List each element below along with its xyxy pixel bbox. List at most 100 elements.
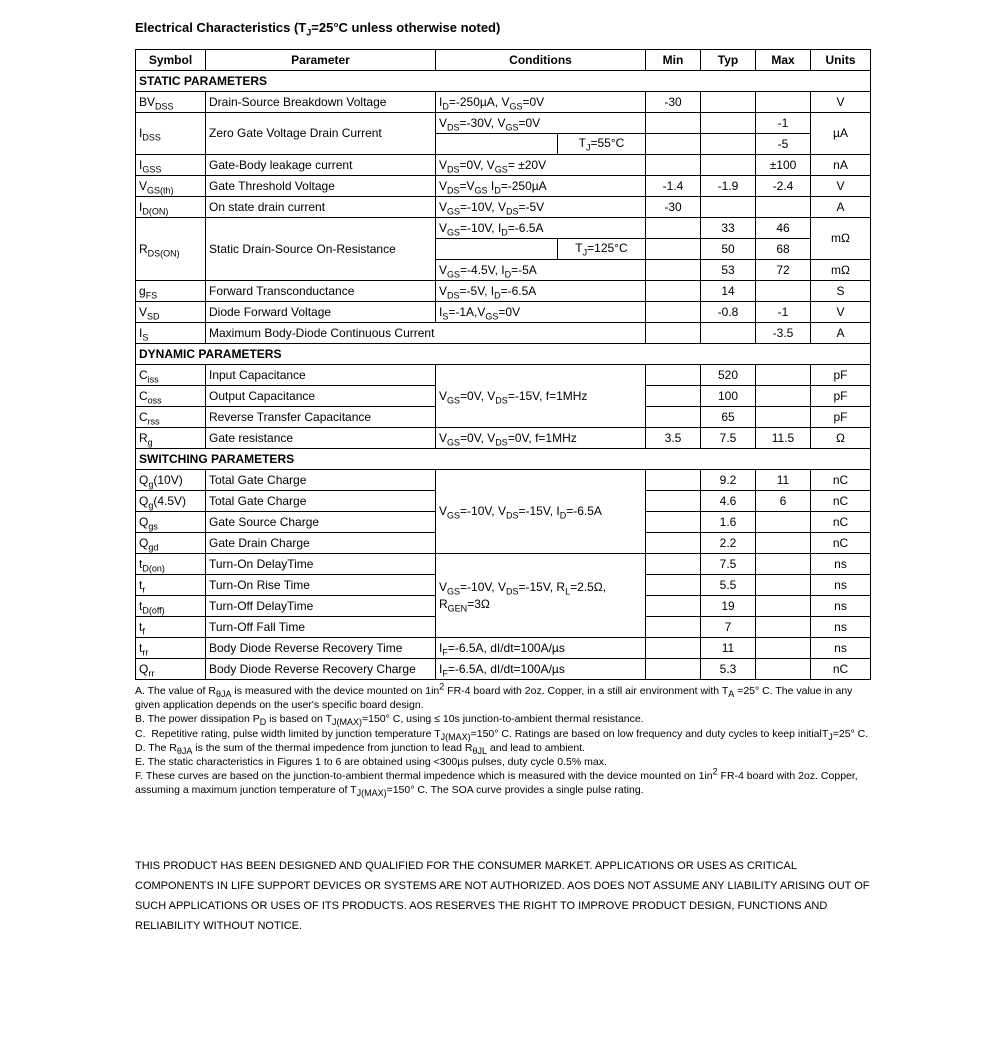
- col-symbol: Symbol: [136, 50, 206, 71]
- cell-symbol: Qgd: [136, 533, 206, 554]
- cell-conditions: IS=-1A,VGS=0V: [436, 302, 646, 323]
- table-row: VGS(th)Gate Threshold VoltageVDS=VGS ID=…: [136, 176, 871, 197]
- cell-min: [646, 302, 701, 323]
- cell-typ: -0.8: [701, 302, 756, 323]
- cell-max: [756, 197, 811, 218]
- cell-min: [646, 218, 701, 239]
- cell-parameter: Input Capacitance: [206, 365, 436, 386]
- cell-symbol: gFS: [136, 281, 206, 302]
- cell-max: [756, 638, 811, 659]
- cell-typ: [701, 197, 756, 218]
- cell-units: S: [811, 281, 871, 302]
- cell-parameter: Total Gate Charge: [206, 491, 436, 512]
- cell-max: [756, 365, 811, 386]
- cell-symbol: Qrr: [136, 659, 206, 680]
- cell-units: nC: [811, 659, 871, 680]
- cell-units: V: [811, 176, 871, 197]
- table-row: trrBody Diode Reverse Recovery TimeIF=-6…: [136, 638, 871, 659]
- electrical-characteristics-table: Symbol Parameter Conditions Min Typ Max …: [135, 49, 871, 680]
- cell-min: -30: [646, 197, 701, 218]
- cell-max: -5: [756, 134, 811, 155]
- table-row: IDSSZero Gate Voltage Drain CurrentVDS=-…: [136, 113, 871, 134]
- cell-min: [646, 512, 701, 533]
- cell-parameter: Gate-Body leakage current: [206, 155, 436, 176]
- table-row: gFSForward TransconductanceVDS=-5V, ID=-…: [136, 281, 871, 302]
- cell-units: V: [811, 302, 871, 323]
- col-units: Units: [811, 50, 871, 71]
- cell-typ: 50: [701, 239, 756, 260]
- cell-parameter: Body Diode Reverse Recovery Charge: [206, 659, 436, 680]
- cell-typ: 5.3: [701, 659, 756, 680]
- cell-max: -3.5: [756, 323, 811, 344]
- cell-parameter: Gate resistance: [206, 428, 436, 449]
- cell-parameter: Gate Source Charge: [206, 512, 436, 533]
- cell-units: nC: [811, 470, 871, 491]
- cell-max: [756, 281, 811, 302]
- table-row: Qg(10V)Total Gate ChargeVGS=-10V, VDS=-1…: [136, 470, 871, 491]
- cell-units: nC: [811, 491, 871, 512]
- cell-symbol: IGSS: [136, 155, 206, 176]
- cell-max: [756, 659, 811, 680]
- table-row: CissInput CapacitanceVGS=0V, VDS=-15V, f…: [136, 365, 871, 386]
- cell-max: -2.4: [756, 176, 811, 197]
- cell-min: [646, 281, 701, 302]
- col-typ: Typ: [701, 50, 756, 71]
- cell-symbol: Qg(10V): [136, 470, 206, 491]
- cell-conditions: TJ=55°C: [436, 134, 646, 155]
- cell-max: 11.5: [756, 428, 811, 449]
- cell-typ: 19: [701, 596, 756, 617]
- cell-conditions: VGS=-10V, VDS=-15V, ID=-6.5A: [436, 470, 646, 554]
- cell-typ: 7.5: [701, 428, 756, 449]
- cell-conditions: VGS=-10V, VDS=-15V, RL=2.5Ω, RGEN=3Ω: [436, 554, 646, 638]
- cell-symbol: VGS(th): [136, 176, 206, 197]
- cell-typ: 33: [701, 218, 756, 239]
- cell-symbol: tf: [136, 617, 206, 638]
- cell-min: [646, 134, 701, 155]
- cell-symbol: tD(off): [136, 596, 206, 617]
- col-min: Min: [646, 50, 701, 71]
- cell-typ: 14: [701, 281, 756, 302]
- cell-units: pF: [811, 386, 871, 407]
- cell-min: [646, 659, 701, 680]
- cell-min: [646, 113, 701, 134]
- cell-max: 6: [756, 491, 811, 512]
- cell-units: ns: [811, 617, 871, 638]
- cell-units: nA: [811, 155, 871, 176]
- cell-parameter: Drain-Source Breakdown Voltage: [206, 92, 436, 113]
- cell-parameter: Turn-On DelayTime: [206, 554, 436, 575]
- cell-units: V: [811, 92, 871, 113]
- cell-min: [646, 470, 701, 491]
- cell-max: 11: [756, 470, 811, 491]
- cell-max: ±100: [756, 155, 811, 176]
- cell-symbol: tr: [136, 575, 206, 596]
- cell-conditions: VGS=0V, VDS=0V, f=1MHz: [436, 428, 646, 449]
- cell-symbol: Crss: [136, 407, 206, 428]
- cell-symbol: Ciss: [136, 365, 206, 386]
- cell-min: [646, 596, 701, 617]
- cell-max: -1: [756, 302, 811, 323]
- col-conditions: Conditions: [436, 50, 646, 71]
- cell-max: 72: [756, 260, 811, 281]
- cell-max: -1: [756, 113, 811, 134]
- cell-symbol: ID(ON): [136, 197, 206, 218]
- cell-max: [756, 533, 811, 554]
- cell-max: 68: [756, 239, 811, 260]
- cell-typ: [701, 92, 756, 113]
- footnotes: A. The value of RθJA is measured with th…: [135, 684, 870, 797]
- cell-min: [646, 617, 701, 638]
- cell-units: ns: [811, 596, 871, 617]
- cell-min: [646, 638, 701, 659]
- datasheet-page: Electrical Characteristics (TJ=25°C unle…: [135, 20, 870, 937]
- table-row: RDS(ON)Static Drain-Source On-Resistance…: [136, 218, 871, 239]
- cell-max: [756, 554, 811, 575]
- cell-symbol: Coss: [136, 386, 206, 407]
- cell-conditions: VDS=VGS ID=-250µA: [436, 176, 646, 197]
- cell-max: [756, 512, 811, 533]
- cell-units: nC: [811, 512, 871, 533]
- cell-conditions: VGS=0V, VDS=-15V, f=1MHz: [436, 365, 646, 428]
- cell-units: nC: [811, 533, 871, 554]
- cell-min: [646, 407, 701, 428]
- cell-parameter: Reverse Transfer Capacitance: [206, 407, 436, 428]
- cell-parameter: Gate Threshold Voltage: [206, 176, 436, 197]
- cell-typ: [701, 155, 756, 176]
